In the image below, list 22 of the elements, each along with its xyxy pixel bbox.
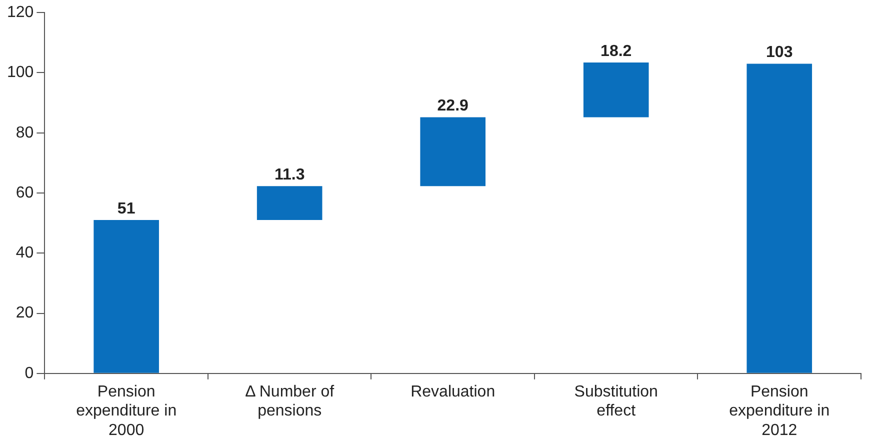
x-tick-label: Pension expenditure in 2000 — [76, 383, 177, 439]
y-tick-label: 60 — [16, 184, 34, 202]
x-tick-label: Pension expenditure in 2012 — [729, 383, 830, 439]
x-tick-label: Δ Number of pensions — [245, 383, 335, 420]
data-label: 51 — [117, 200, 136, 218]
bar — [583, 62, 649, 118]
y-tick-label: 100 — [6, 64, 34, 82]
bar — [746, 64, 812, 373]
data-label: 22.9 — [437, 98, 469, 115]
data-label: 103 — [766, 44, 793, 62]
bar — [256, 186, 322, 220]
y-tick-label: 20 — [16, 304, 34, 322]
x-tick-label: Substitution effect — [574, 383, 658, 420]
data-label: 18.2 — [600, 42, 632, 60]
y-tick-label: 0 — [24, 364, 34, 382]
data-label: 11.3 — [274, 166, 305, 184]
y-tick-label: 40 — [16, 244, 34, 262]
y-tick-label: 120 — [6, 4, 34, 22]
x-tick-label: Revaluation — [410, 383, 496, 400]
bar — [94, 220, 159, 373]
y-tick-label: 80 — [16, 124, 34, 142]
bar — [420, 117, 486, 186]
